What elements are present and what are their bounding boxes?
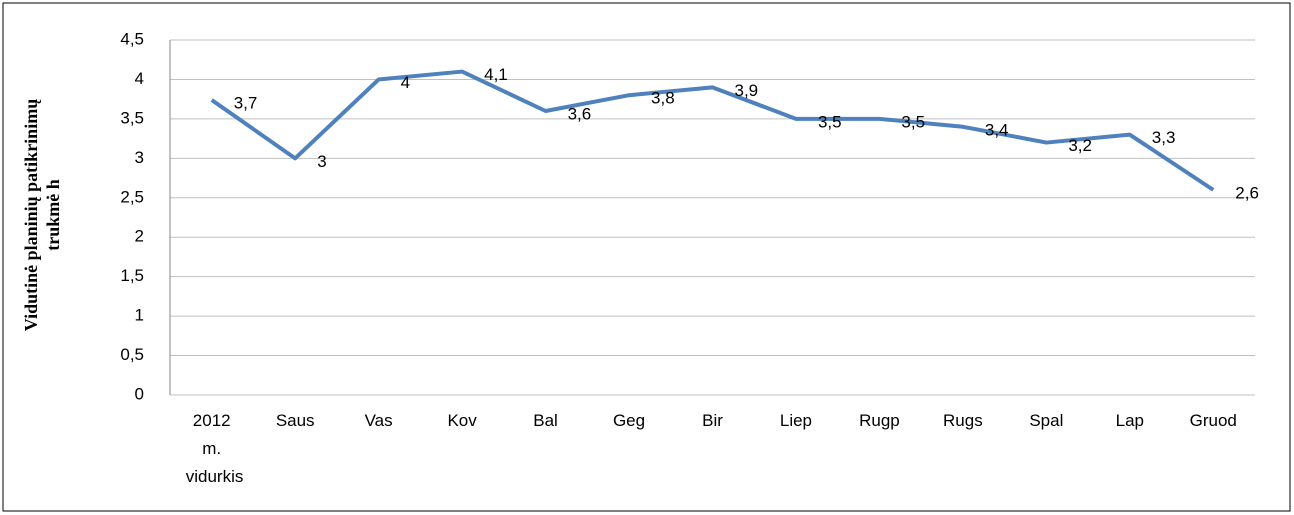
y-tick-label: 0 <box>135 384 144 403</box>
x-tick-label: Spal <box>1029 411 1064 430</box>
data-label: 3,8 <box>651 89 675 108</box>
data-label: 3,7 <box>234 93 258 112</box>
data-label: 2,6 <box>1235 183 1259 202</box>
data-label: 3,6 <box>568 104 592 123</box>
x-tick-label: Geg <box>612 411 646 430</box>
y-tick-label: 1,5 <box>120 266 144 285</box>
y-axis-title: Vidutinė planinių patikrinimų trukmė h <box>21 98 63 332</box>
x-tick-label: Bir <box>702 411 723 430</box>
data-label: 3,4 <box>985 120 1009 139</box>
x-tick-label: Gruod <box>1189 411 1237 430</box>
data-label: 3,5 <box>901 112 925 131</box>
y-tick-label: 2 <box>135 227 144 246</box>
data-label: 3,9 <box>735 81 759 100</box>
x-tick-label: Kov <box>447 411 477 430</box>
x-tick-label: Rugp <box>859 411 900 430</box>
x-tick-label: 2012 m. vidurkis <box>185 411 244 486</box>
data-label: 3,5 <box>818 112 842 131</box>
data-label: 3,3 <box>1152 128 1176 147</box>
y-tick-label: 1 <box>135 306 144 325</box>
data-line <box>210 69 1215 192</box>
data-label: 3,2 <box>1068 136 1092 155</box>
x-tick-label: Saus <box>275 411 315 430</box>
x-tick-label: Lap <box>1115 411 1144 430</box>
data-label: 4 <box>401 73 410 92</box>
x-tick-label: Rugs <box>943 411 983 430</box>
x-tick-label: Bal <box>533 411 558 430</box>
x-tick-label: Vas <box>364 411 393 430</box>
data-label: 4,1 <box>484 65 508 84</box>
x-tick-label: Liep <box>779 411 813 430</box>
y-tick-label: 4 <box>135 69 144 88</box>
y-tick-label: 4,5 <box>120 29 144 48</box>
data-label: 3 <box>317 152 326 171</box>
y-tick-label: 2,5 <box>120 187 144 206</box>
y-tick-label: 3 <box>135 148 144 167</box>
y-tick-label: 3,5 <box>120 108 144 127</box>
y-tick-label: 0,5 <box>120 345 144 364</box>
